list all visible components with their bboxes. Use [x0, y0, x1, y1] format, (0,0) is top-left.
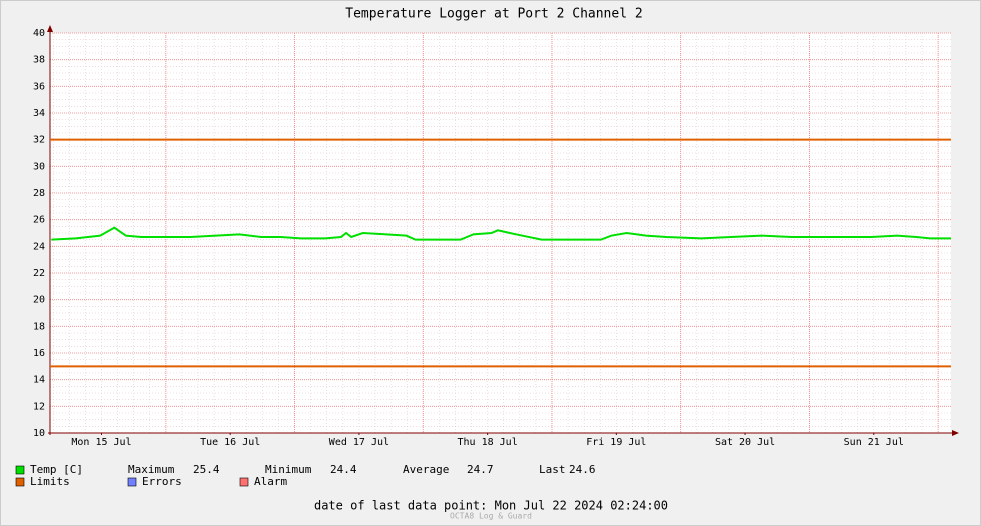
- y-tick-label: 10: [33, 428, 45, 439]
- x-tick-label: Sat 20 Jul: [715, 437, 775, 448]
- labels: 10 12 14 16 18 20 22 24 26 28 30 32 34 36 38 40 Mon 15 J…: [15, 28, 904, 488]
- y-tick-label: 14: [33, 375, 45, 386]
- marks: [50, 138, 951, 368]
- x-tick-label: Thu 18 Jul: [458, 437, 518, 448]
- x-tick-label: Mon 15 Jul: [71, 437, 131, 448]
- temp-line: [51, 226, 951, 241]
- y-tick-label: 12: [33, 401, 45, 412]
- watermark: OCTA8 Log & Guard: [450, 512, 532, 521]
- y-tick-label: 40: [33, 28, 45, 39]
- legend-label: Alarm: [254, 475, 287, 488]
- y-tick-label: 26: [33, 215, 45, 226]
- x-tick-label: Tue 16 Jul: [200, 437, 260, 448]
- stat-value: 25.4: [193, 463, 220, 476]
- y-tick-label: 18: [33, 321, 45, 332]
- legend-label: Temp [C]: [30, 463, 83, 476]
- y-tick-label: 34: [33, 108, 45, 119]
- stat-value: 24.7: [467, 463, 494, 476]
- y-tick-label: 28: [33, 188, 45, 199]
- legend-swatch: [15, 477, 25, 487]
- stat-label: Minimum: [265, 463, 312, 476]
- stat-value: 24.6: [569, 463, 596, 476]
- y-tick-label: 24: [33, 241, 45, 252]
- y-tick-label: 16: [33, 348, 45, 359]
- y-tick-label: 20: [33, 295, 45, 306]
- x-tick-label: Sun 21 Jul: [844, 437, 904, 448]
- footer: date of last data point: Mon Jul 22 2024…: [314, 499, 668, 513]
- y-tick-label: 22: [33, 268, 45, 279]
- legend-swatch: [15, 465, 25, 475]
- legend-label: Limits: [30, 475, 70, 488]
- stat-label: Average: [403, 463, 449, 476]
- y-tick-label: 32: [33, 135, 45, 146]
- chart-title: Temperature Logger at Port 2 Channel 2: [345, 7, 642, 22]
- stat-value: 24.4: [330, 463, 357, 476]
- y-tick-label: 38: [33, 55, 45, 66]
- legend-swatch: [239, 477, 249, 487]
- y-axis-arrow: [47, 25, 53, 32]
- x-tick-label: Wed 17 Jul: [329, 437, 389, 448]
- x-tick-label: Fri 19 Jul: [586, 437, 646, 448]
- stat-label: Last: [539, 463, 566, 476]
- x-axis-arrow: [952, 430, 959, 436]
- stat-label: Maximum: [128, 463, 175, 476]
- y-tick-label: 30: [33, 161, 45, 172]
- y-tick-label: 36: [33, 81, 45, 92]
- legend-label: Errors: [142, 475, 182, 488]
- legend-swatch: [127, 477, 137, 487]
